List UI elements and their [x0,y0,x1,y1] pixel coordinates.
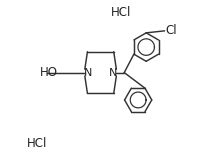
Text: HO: HO [40,66,58,79]
Text: N: N [84,68,92,78]
Text: HCl: HCl [27,137,47,150]
Text: N: N [109,68,117,78]
Text: HCl: HCl [111,6,132,19]
Text: Cl: Cl [165,24,177,37]
